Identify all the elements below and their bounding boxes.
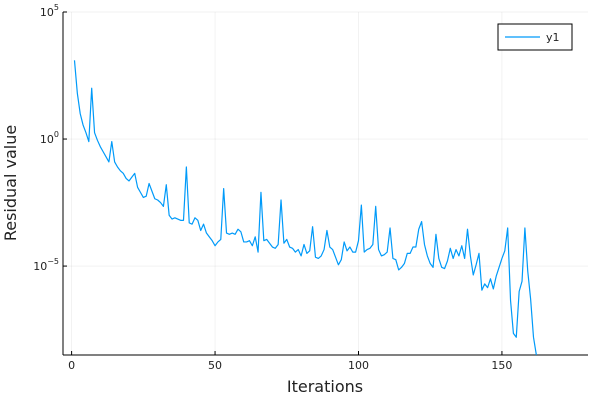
- y-tick-label: 10−5: [33, 257, 59, 273]
- x-tick-label: 150: [491, 359, 512, 372]
- gridlines: [63, 11, 588, 355]
- x-tick-label: 100: [348, 359, 369, 372]
- legend: y1: [497, 23, 573, 51]
- series-layer: [73, 60, 537, 356]
- x-tick-label: 50: [208, 359, 222, 372]
- x-tick-labels: 0 50 100 150: [68, 359, 512, 372]
- axes: [62, 11, 588, 356]
- y-tick-label: 105: [40, 3, 59, 19]
- y-axis-title: Residual value: [1, 125, 20, 241]
- y-tick-label: 100: [40, 130, 59, 146]
- series-line-y1: [73, 60, 537, 356]
- x-tick-label: 0: [68, 359, 75, 372]
- legend-label: y1: [546, 31, 560, 44]
- x-axis-title: Iterations: [287, 377, 363, 396]
- y-tick-labels: 10−5 100 105: [33, 3, 59, 273]
